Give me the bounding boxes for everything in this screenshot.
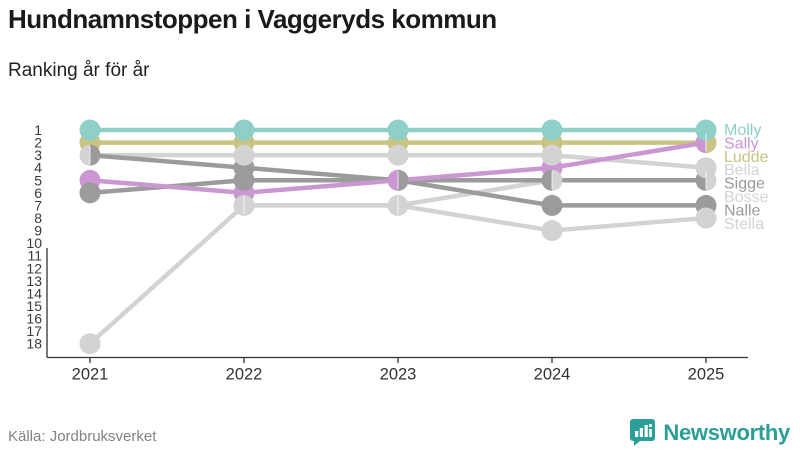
series-label-ludde: Ludde: [724, 149, 769, 166]
y-tick-label: 9: [34, 223, 42, 239]
y-tick-label: 8: [34, 210, 42, 226]
marker-bella: [541, 144, 563, 166]
series-label-sally: Sally: [724, 135, 759, 152]
series-label-bella: Bella: [724, 162, 760, 179]
marker-half-sigge: [541, 169, 552, 191]
y-tick-label: 7: [34, 197, 42, 213]
marker-half-bosse: [552, 169, 563, 191]
y-tick-label: 14: [26, 285, 42, 301]
series-label-nalle: Nalle: [724, 202, 761, 219]
y-tick-label: 16: [26, 311, 42, 327]
chart-subtitle: Ranking år för år: [8, 60, 150, 81]
marker-half-bosse: [233, 194, 244, 216]
x-tick-label: 2024: [534, 366, 571, 384]
series-line-stella: [87, 203, 709, 346]
marker-bella: [387, 144, 409, 166]
y-tick-label: 13: [26, 273, 42, 289]
marker-half-bosse: [387, 194, 398, 216]
page-title: Hundnamnstoppen i Vaggeryds kommun: [8, 4, 497, 34]
y-tick-label: 1: [34, 122, 42, 138]
marker-half-nalle: [398, 169, 409, 191]
x-tick-label: 2021: [72, 366, 109, 384]
y-tick-label: 17: [26, 323, 42, 339]
series-label-sigge: Sigge: [724, 176, 765, 193]
marker-half-bella: [79, 144, 90, 166]
marker-half-stella: [398, 194, 409, 216]
marker-nalle: [541, 194, 563, 216]
y-tick-label: 18: [26, 336, 42, 352]
y-tick-label: 3: [34, 147, 42, 163]
newsworthy-brand[interactable]: Newsworthy: [629, 418, 790, 447]
marker-molly: [387, 119, 409, 141]
series-label-stella: Stella: [724, 216, 764, 233]
series-label-bosse: Bosse: [724, 189, 769, 206]
y-tick-label: 15: [26, 298, 42, 314]
marker-half-sally: [387, 169, 398, 191]
newsworthy-wordmark: Newsworthy: [663, 419, 790, 445]
newsworthy-logo-icon: [630, 419, 656, 446]
y-tick-label: 11: [27, 248, 42, 264]
y-tick-label: 10: [26, 235, 42, 251]
y-tick-label: 4: [34, 160, 42, 176]
series-label-molly: Molly: [724, 122, 761, 139]
marker-bella: [233, 144, 255, 166]
y-tick-label: 12: [26, 260, 42, 276]
marker-half-bosse: [706, 169, 717, 191]
marker-half-sigge: [90, 144, 101, 166]
source-note: Källa: Jordbruksverket: [8, 428, 157, 445]
marker-stella: [695, 207, 717, 229]
y-tick-label: 6: [34, 185, 42, 201]
marker-molly: [541, 119, 563, 141]
marker-molly: [695, 119, 717, 141]
marker-half-stella: [244, 194, 255, 216]
marker-stella: [79, 333, 101, 355]
marker-stella: [541, 220, 563, 242]
marker-molly: [233, 119, 255, 141]
x-tick-label: 2023: [380, 366, 417, 384]
marker-nalle: [79, 182, 101, 204]
marker-molly: [79, 119, 101, 141]
y-tick-label: 5: [34, 172, 42, 188]
y-tick-label: 2: [34, 135, 42, 151]
x-tick-label: 2022: [226, 366, 263, 384]
marker-nalle: [233, 169, 255, 191]
x-tick-label: 2025: [688, 366, 725, 384]
